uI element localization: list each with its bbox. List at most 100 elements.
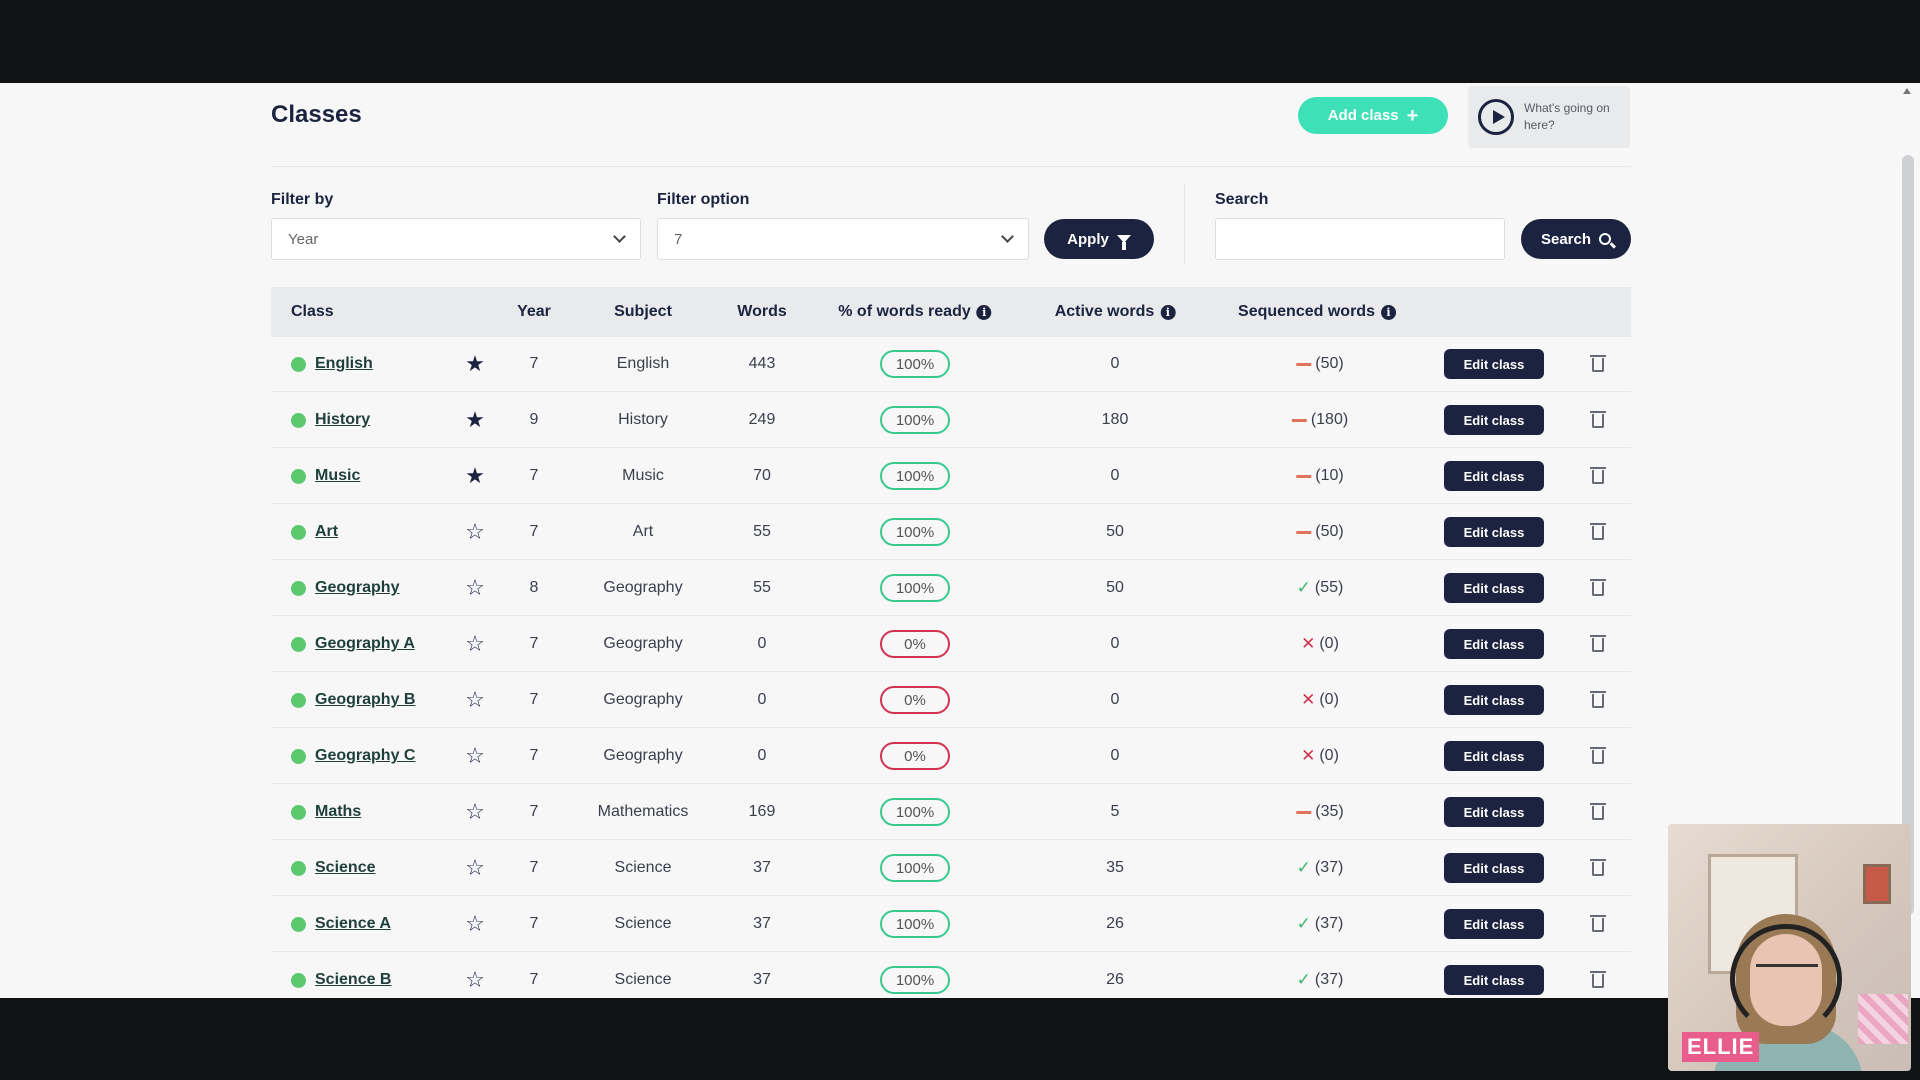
- edit-class-button[interactable]: Edit class: [1444, 685, 1544, 715]
- edit-class-button[interactable]: Edit class: [1444, 629, 1544, 659]
- header-active-words[interactable]: Active words i: [1055, 287, 1176, 337]
- header-percent-ready[interactable]: % of words ready i: [838, 287, 992, 337]
- dash-icon: [1296, 474, 1312, 478]
- active-words-cell: 50: [1106, 523, 1124, 540]
- trash-icon[interactable]: [1590, 691, 1606, 708]
- status-dot: [291, 412, 306, 428]
- percent-ready-cell: 0%: [880, 728, 950, 784]
- year-cell: 7: [529, 355, 539, 372]
- edit-class-button[interactable]: Edit class: [1444, 909, 1544, 939]
- edit-class-button[interactable]: Edit class: [1444, 461, 1544, 491]
- table-row: Science ☆ 7 Science 37 100% 35 ✓ (37) Edit class: [271, 840, 1631, 896]
- info-icon[interactable]: i: [1160, 304, 1176, 320]
- header-sequenced-words[interactable]: Sequenced words i: [1238, 287, 1396, 337]
- header-class[interactable]: Class: [291, 287, 334, 337]
- edit-class-button[interactable]: Edit class: [1444, 517, 1544, 547]
- class-link[interactable]: Geography: [315, 579, 400, 596]
- search-input[interactable]: [1215, 218, 1505, 260]
- sequenced-words-value: (50): [1315, 523, 1344, 540]
- edit-class-button[interactable]: Edit class: [1444, 797, 1544, 827]
- star-outline-icon[interactable]: ☆: [465, 855, 485, 880]
- trash-icon[interactable]: [1590, 971, 1606, 988]
- star-filled-icon[interactable]: ★: [465, 351, 485, 376]
- sequenced-words-cell: ✕ (0): [1301, 728, 1339, 784]
- class-link[interactable]: Art: [315, 523, 339, 540]
- dash-icon: [1296, 810, 1312, 814]
- edit-class-button[interactable]: Edit class: [1444, 405, 1544, 435]
- words-cell: 0: [757, 691, 767, 708]
- edit-class-button[interactable]: Edit class: [1444, 853, 1544, 883]
- header-words-label: Words: [737, 303, 787, 320]
- info-icon[interactable]: i: [976, 304, 992, 320]
- header-sequenced-words-label: Sequenced words: [1238, 303, 1375, 320]
- table-row: Geography C ☆ 7 Geography 0 0% 0 ✕ (0) Edit class: [271, 728, 1631, 784]
- subject-cell: English: [616, 355, 670, 372]
- star-outline-icon[interactable]: ☆: [465, 967, 485, 992]
- class-link[interactable]: Geography A: [315, 635, 415, 652]
- class-link[interactable]: Maths: [315, 803, 362, 820]
- table-row: Geography B ☆ 7 Geography 0 0% 0 ✕ (0) Edit class: [271, 672, 1631, 728]
- header-words[interactable]: Words: [737, 287, 786, 337]
- percent-ready-badge: 100%: [880, 518, 950, 546]
- active-words-cell: 26: [1106, 971, 1124, 988]
- header-subject[interactable]: Subject: [614, 287, 672, 337]
- apply-button[interactable]: Apply: [1044, 219, 1154, 259]
- star-outline-icon[interactable]: ☆: [465, 519, 485, 544]
- percent-ready-cell: 100%: [880, 784, 950, 840]
- sequenced-words-cell: ✓ (37): [1297, 840, 1344, 896]
- edit-class-button[interactable]: Edit class: [1444, 573, 1544, 603]
- header-year[interactable]: Year: [517, 287, 551, 337]
- filter-by-label: Filter by: [271, 191, 334, 208]
- trash-icon[interactable]: [1590, 467, 1606, 484]
- class-link[interactable]: Science B: [315, 971, 392, 988]
- favorite-cell: ☆: [465, 672, 485, 728]
- table-row: Art ☆ 7 Art 55 100% 50 (50) Edit class: [271, 504, 1631, 560]
- class-link[interactable]: English: [315, 355, 373, 372]
- play-icon: [1478, 99, 1514, 135]
- sequenced-words-value: (35): [1315, 803, 1344, 820]
- star-outline-icon[interactable]: ☆: [465, 575, 485, 600]
- trash-icon[interactable]: [1590, 411, 1606, 428]
- class-link[interactable]: History: [315, 411, 371, 428]
- star-outline-icon[interactable]: ☆: [465, 631, 485, 656]
- trash-icon[interactable]: [1590, 523, 1606, 540]
- star-filled-icon[interactable]: ★: [465, 463, 485, 488]
- edit-class-button[interactable]: Edit class: [1444, 349, 1544, 379]
- trash-icon[interactable]: [1590, 635, 1606, 652]
- star-outline-icon[interactable]: ☆: [465, 743, 485, 768]
- words-cell: 169: [748, 803, 776, 820]
- trash-icon[interactable]: [1590, 803, 1606, 820]
- filter-option-select[interactable]: 7: [657, 218, 1029, 260]
- sequenced-words-cell: (50): [1296, 504, 1344, 560]
- percent-ready-badge: 100%: [880, 910, 950, 938]
- words-cell: 37: [753, 915, 771, 932]
- add-class-button[interactable]: Add class +: [1298, 97, 1448, 134]
- class-link[interactable]: Music: [315, 467, 361, 484]
- trash-icon[interactable]: [1590, 355, 1606, 372]
- info-icon[interactable]: i: [1380, 304, 1396, 320]
- search-button[interactable]: Search: [1521, 219, 1631, 259]
- star-filled-icon[interactable]: ★: [465, 407, 485, 432]
- filter-search-divider: [1184, 185, 1185, 265]
- class-link[interactable]: Geography B: [315, 691, 416, 708]
- class-link[interactable]: Science: [315, 859, 376, 876]
- scroll-up-arrow[interactable]: [1903, 88, 1911, 94]
- edit-class-button[interactable]: Edit class: [1444, 965, 1544, 995]
- trash-icon[interactable]: [1590, 747, 1606, 764]
- star-outline-icon[interactable]: ☆: [465, 799, 485, 824]
- trash-icon[interactable]: [1590, 915, 1606, 932]
- class-link[interactable]: Science A: [315, 915, 391, 932]
- subject-cell: Music: [622, 467, 664, 484]
- active-words-cell: 50: [1106, 579, 1124, 596]
- trash-icon[interactable]: [1590, 859, 1606, 876]
- star-outline-icon[interactable]: ☆: [465, 687, 485, 712]
- check-icon: ✓: [1296, 970, 1311, 989]
- star-outline-icon[interactable]: ☆: [465, 911, 485, 936]
- class-link[interactable]: Geography C: [315, 747, 416, 764]
- page-scrollbar[interactable]: [1902, 155, 1914, 915]
- trash-icon[interactable]: [1590, 579, 1606, 596]
- filter-by-select[interactable]: Year: [271, 218, 641, 260]
- edit-class-button[interactable]: Edit class: [1444, 741, 1544, 771]
- whats-going-on-button[interactable]: What's going on here?: [1468, 86, 1630, 148]
- subject-cell: Geography: [603, 691, 683, 708]
